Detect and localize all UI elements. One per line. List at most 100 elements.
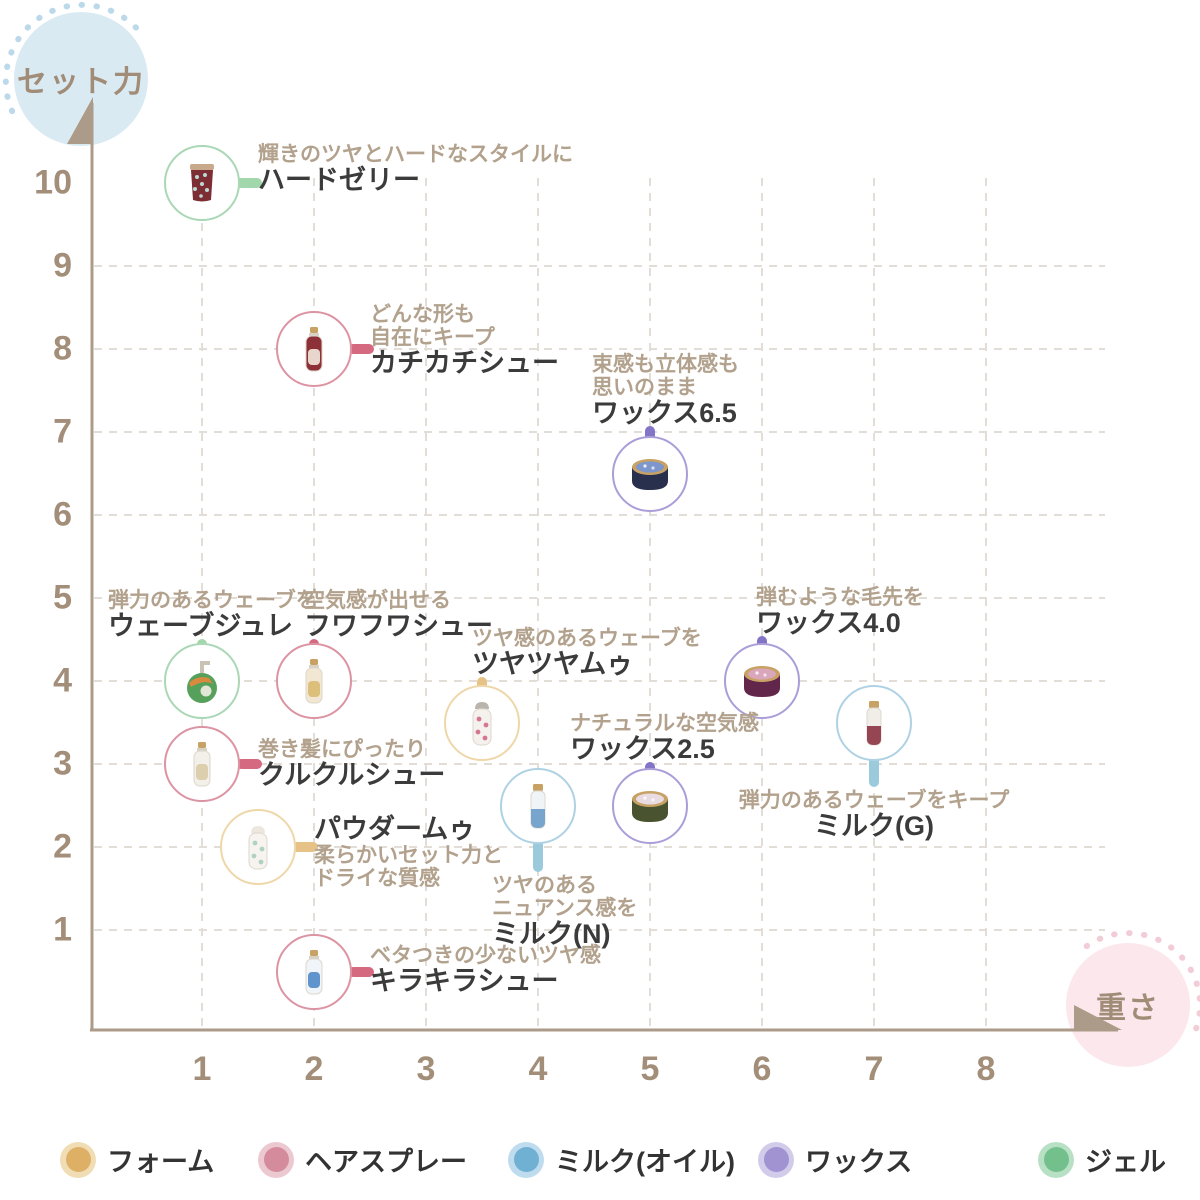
y-tick-4: 4	[53, 661, 72, 700]
product-name: ワックス6.5	[592, 397, 737, 428]
x-tick-7: 7	[864, 1050, 884, 1088]
marker-wax-2-5[interactable]	[612, 767, 688, 844]
y-tick-3: 3	[53, 744, 72, 783]
product-spray-icon	[305, 327, 323, 372]
product-description: ベタつきの少ないツヤ感	[370, 943, 601, 967]
product-mousse-bottle-icon	[472, 701, 492, 745]
product-description: ナチュラルな空気感	[570, 711, 759, 735]
product-description: 巻き髪にぴったり	[258, 738, 426, 761]
product-name: パウダームゥ	[314, 814, 476, 844]
label-connector-kirakira-shu	[348, 966, 374, 977]
product-description: 自在にキープ	[370, 326, 495, 349]
product-spray-icon	[305, 659, 323, 704]
product-description: 柔らかいセット力と	[314, 844, 503, 867]
label-connector-kachikachi-shu	[348, 344, 374, 354]
y-tick-9: 9	[53, 246, 72, 285]
x-axis-label: 重さ	[1096, 992, 1160, 1025]
label-connector-hard-jelly	[236, 178, 262, 188]
product-wax-tin-icon	[632, 790, 668, 822]
legend-label-milk: ミルク(オイル)	[555, 1147, 735, 1177]
legend-label-spray: ヘアスプレー	[305, 1147, 467, 1177]
legend-label-gel: ジェル	[1085, 1147, 1166, 1177]
marker-kirakira-shu[interactable]	[276, 933, 352, 1010]
product-mousse-bottle-icon	[248, 826, 268, 870]
x-tick-8: 8	[976, 1050, 996, 1088]
x-tick-4: 4	[528, 1050, 548, 1088]
legend-dot-milk	[508, 1141, 544, 1178]
legend-label-foam: フォーム	[107, 1147, 215, 1177]
product-description: 弾むような毛先を	[756, 586, 924, 609]
x-tick-6: 6	[752, 1050, 772, 1088]
product-description: 輝きのツヤとハードなスタイルに	[258, 143, 573, 166]
legend-dot-gel	[1038, 1141, 1074, 1178]
product-name: カチカチシュー	[370, 348, 559, 378]
label-connector-milk-g	[869, 752, 879, 787]
marker-hard-jelly[interactable]	[164, 145, 240, 221]
label-wax-6-5: 束感も立体感も 思いのまま ワックス6.5	[592, 353, 739, 428]
legend-item-spray: ヘアスプレー	[258, 1140, 467, 1179]
label-kachikachi-shu: どんな形も 自在にキープ カチカチシュー	[370, 303, 559, 378]
label-milk-n: ツヤのある ニュアンス感を ミルク(N)	[492, 874, 637, 949]
label-wave-jule: 弾力のあるウェーブを ウェーブジュレ	[108, 589, 317, 641]
y-tick-7: 7	[53, 412, 72, 451]
y-axis-label: セット力	[17, 66, 145, 99]
legend-item-foam: フォーム	[60, 1140, 214, 1179]
y-bubble-dotted-arc	[2, 1, 147, 115]
product-name: フワフワシュー	[304, 611, 493, 641]
y-axis-arrow	[67, 97, 93, 144]
legend-label-wax: ワックス	[805, 1147, 913, 1177]
label-wax-4-0: 弾むような毛先を ワックス4.0	[756, 586, 924, 638]
product-description: 弾力のあるウェーブを	[108, 589, 317, 612]
product-spray-icon	[305, 949, 323, 994]
x-axis-label-bubble: 重さ	[1066, 943, 1190, 1067]
product-wax-tin-icon	[744, 666, 780, 697]
product-pump-bottle-icon	[187, 661, 217, 703]
label-connector-kurukuru-shu	[236, 759, 262, 769]
product-jar-icon	[190, 164, 214, 202]
marker-wax-4-0[interactable]	[724, 643, 800, 719]
product-name: ウェーブジュレ	[108, 611, 293, 641]
y-tick-2: 2	[53, 827, 72, 866]
product-description: ツヤのある	[492, 873, 597, 897]
product-name: ハードゼリー	[258, 165, 420, 195]
product-description: 空気感が出せる	[304, 589, 451, 612]
marker-fuwafuwa-shu[interactable]	[276, 643, 352, 719]
product-description: 思いのまま	[592, 375, 697, 399]
marker-wave-jule[interactable]	[164, 643, 240, 719]
y-tick-8: 8	[53, 329, 72, 368]
marker-kurukuru-shu[interactable]	[164, 726, 240, 802]
product-description: ニュアンス感を	[492, 896, 638, 920]
legend-item-wax: ワックス	[758, 1140, 912, 1179]
product-description: どんな形も	[370, 303, 475, 326]
y-tick-1: 1	[53, 910, 72, 949]
marker-tsuyatsuya-mu[interactable]	[444, 684, 520, 761]
product-wax-tin-icon	[632, 458, 668, 490]
product-description: 弾力のあるウェーブをキープ	[738, 788, 1010, 812]
marker-powder-mu[interactable]	[220, 809, 296, 885]
product-name: ワックス2.5	[570, 733, 715, 764]
label-connector-powder-mu	[292, 842, 318, 852]
legend-dot-spray	[258, 1141, 294, 1178]
product-name: クルクルシュー	[258, 760, 446, 790]
x-tick-2: 2	[304, 1050, 324, 1088]
product-name: ミルク(N)	[492, 918, 611, 949]
marker-milk-n[interactable]	[500, 767, 576, 844]
label-kirakira-shu: ベタつきの少ないツヤ感 キラキラシュー	[370, 944, 601, 996]
product-description: ドライな質感	[314, 867, 440, 890]
product-spray-icon	[193, 742, 211, 787]
legend-dot-wax	[758, 1141, 794, 1178]
x-tick-5: 5	[640, 1050, 660, 1088]
legend: フォーム ヘアスプレー ミルク(オイル) ワックス ジェル	[0, 1140, 1200, 1184]
label-hard-jelly: 輝きのツヤとハードなスタイルに ハードゼリー	[258, 143, 573, 195]
x-bubble-dotted-arc	[1083, 930, 1200, 1033]
product-milk-bottle-icon	[530, 783, 546, 828]
product-name: ミルク(G)	[814, 810, 934, 841]
marker-milk-g[interactable]	[836, 684, 912, 761]
legend-item-milk: ミルク(オイル)	[508, 1140, 735, 1179]
x-axis-arrow	[1074, 1005, 1122, 1030]
marker-kachikachi-shu[interactable]	[276, 311, 352, 387]
x-tick-3: 3	[416, 1050, 436, 1088]
marker-wax-6-5[interactable]	[612, 435, 688, 512]
